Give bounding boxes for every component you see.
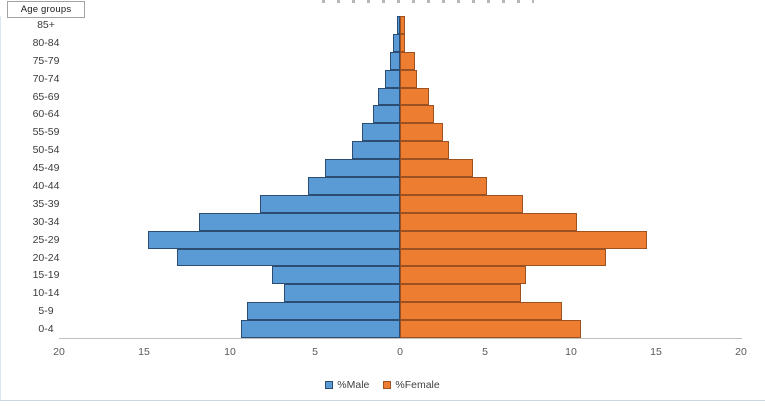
bar-male-65-69[interactable] — [378, 88, 400, 105]
bar-female-75-79[interactable] — [400, 52, 415, 70]
age-label-70-74: 70-74 — [32, 73, 60, 85]
bar-female-25-29[interactable] — [400, 231, 647, 249]
x-tick-label-8: 20 — [735, 346, 747, 358]
pyramid-plot-area[interactable] — [59, 16, 741, 338]
x-tick-label-4: 0 — [397, 346, 403, 358]
age-label-65-69: 65-69 — [32, 90, 60, 103]
x-axis-line — [59, 338, 742, 339]
age-label-30-34: 30-34 — [32, 216, 60, 228]
x-tick-label-7: 15 — [650, 346, 662, 358]
bar-male-45-49[interactable] — [325, 159, 400, 177]
bar-male-20-24[interactable] — [177, 249, 400, 266]
age-label-60-64: 60-64 — [32, 108, 60, 120]
chart-legend: %Male %Female — [0, 378, 765, 392]
window-bottom-border — [0, 400, 765, 401]
age-label-15-19: 15-19 — [32, 269, 60, 281]
bar-female-65-69[interactable] — [400, 88, 429, 105]
bar-female-85+[interactable] — [400, 16, 405, 34]
x-axis-tick-labels: 20 15 10 5 0 5 10 15 20 — [53, 346, 747, 360]
age-groups-header-cell[interactable]: Age groups — [7, 1, 85, 18]
age-label-80-84: 80-84 — [32, 37, 60, 49]
bar-male-0-4[interactable] — [241, 320, 400, 338]
x-tick-label-5: 5 — [482, 346, 488, 358]
age-label-5-9: 5-9 — [38, 305, 54, 317]
x-tick-label-0: 20 — [53, 346, 65, 358]
bar-male-40-44[interactable] — [308, 177, 400, 195]
age-label-0-4: 0-4 — [38, 323, 54, 335]
age-label-55-59: 55-59 — [32, 126, 60, 138]
legend-male-label: %Male — [337, 379, 370, 391]
legend-item-male[interactable]: %Male — [325, 379, 369, 391]
bar-male-25-29[interactable] — [148, 231, 400, 249]
bar-female-20-24[interactable] — [400, 249, 606, 266]
bar-female-35-39[interactable] — [400, 195, 523, 213]
legend-item-female[interactable]: %Female — [383, 379, 440, 391]
male-series-swatch-icon — [325, 381, 334, 389]
age-label-85+: 85+ — [37, 19, 55, 31]
bar-female-30-34[interactable] — [400, 213, 577, 231]
bar-female-55-59[interactable] — [400, 123, 443, 141]
bar-male-55-59[interactable] — [362, 123, 400, 141]
age-label-20-24: 20-24 — [32, 251, 60, 264]
age-label-40-44: 40-44 — [32, 180, 60, 192]
bar-female-60-64[interactable] — [400, 105, 434, 123]
bar-female-70-74[interactable] — [400, 70, 417, 88]
age-label-45-49: 45-49 — [32, 162, 60, 174]
legend-female-label: %Female — [395, 379, 440, 391]
bar-female-10-14[interactable] — [400, 284, 521, 302]
bar-male-50-54[interactable] — [352, 141, 400, 159]
x-tick-label-6: 10 — [565, 346, 577, 358]
bar-male-30-34[interactable] — [199, 213, 400, 231]
bar-male-75-79[interactable] — [390, 52, 400, 70]
age-label-75-79: 75-79 — [32, 55, 60, 67]
bar-male-70-74[interactable] — [385, 70, 400, 88]
age-label-25-29: 25-29 — [32, 234, 60, 246]
bar-female-0-4[interactable] — [400, 320, 581, 338]
age-axis-labels: 85+ 80-84 75-79 70-74 65-69 60-64 55-59 50-54 45… — [0, 16, 92, 338]
bar-male-35-39[interactable] — [260, 195, 400, 213]
age-label-10-14: 10-14 — [32, 287, 60, 299]
female-series-swatch-icon — [383, 381, 392, 389]
clipped-chart-title — [322, 0, 534, 3]
bar-female-80-84[interactable] — [400, 34, 405, 52]
bar-male-15-19[interactable] — [272, 266, 400, 284]
age-label-50-54: 50-54 — [32, 144, 60, 156]
sheet-gridline — [0, 16, 1, 400]
age-label-35-39: 35-39 — [32, 198, 60, 210]
bar-female-50-54[interactable] — [400, 141, 449, 159]
bar-female-15-19[interactable] — [400, 266, 526, 284]
bar-male-5-9[interactable] — [247, 302, 400, 320]
bar-female-45-49[interactable] — [400, 159, 473, 177]
bar-male-80-84[interactable] — [393, 34, 400, 52]
bar-male-10-14[interactable] — [284, 284, 400, 302]
bar-male-85+[interactable] — [397, 16, 400, 34]
age-groups-header-label: Age groups — [20, 4, 72, 15]
bar-female-40-44[interactable] — [400, 177, 487, 195]
x-tick-label-3: 5 — [312, 346, 318, 358]
bar-male-60-64[interactable] — [373, 105, 400, 123]
x-tick-label-2: 10 — [224, 346, 236, 358]
x-tick-label-1: 15 — [138, 346, 150, 358]
bar-female-5-9[interactable] — [400, 302, 562, 320]
